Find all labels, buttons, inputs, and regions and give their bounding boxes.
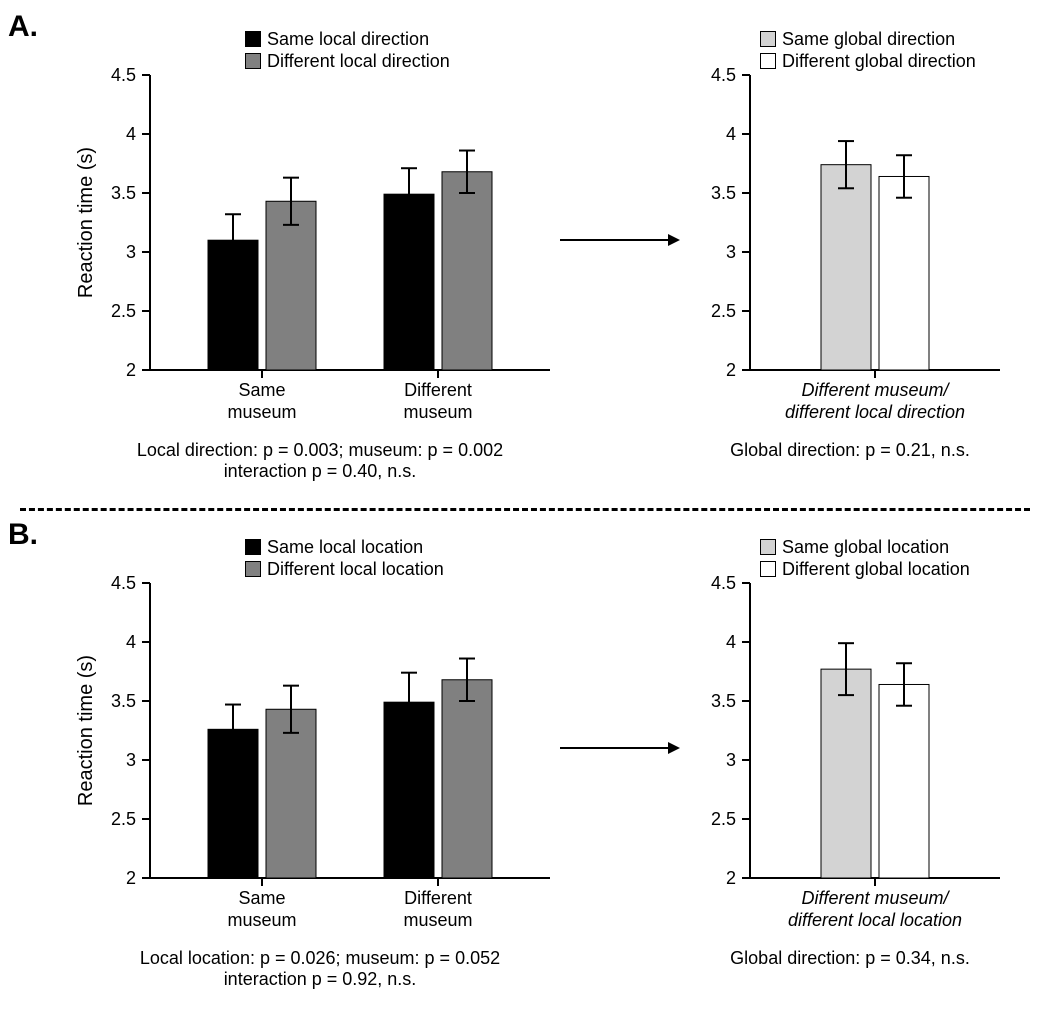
legend-swatch bbox=[245, 53, 261, 69]
legend-swatch bbox=[245, 539, 261, 555]
svg-text:4: 4 bbox=[726, 632, 736, 652]
svg-text:4.5: 4.5 bbox=[711, 65, 736, 85]
caption-text: Local location: p = 0.026; museum: p = 0… bbox=[60, 948, 580, 969]
svg-text:2.5: 2.5 bbox=[711, 809, 736, 829]
legend-swatch bbox=[760, 31, 776, 47]
panel-b-left-caption: Local location: p = 0.026; museum: p = 0… bbox=[60, 948, 580, 990]
legend-label: Same local location bbox=[267, 536, 423, 558]
svg-text:2: 2 bbox=[726, 360, 736, 380]
svg-text:3: 3 bbox=[126, 750, 136, 770]
svg-text:4: 4 bbox=[126, 124, 136, 144]
panel-b-arrow bbox=[560, 738, 680, 763]
svg-text:museum: museum bbox=[403, 910, 472, 930]
panel-a-right-chart: 2 2.5 3 3.5 4 4.5 Different museum/different l… bbox=[680, 20, 1020, 430]
caption-text: Global direction: p = 0.21, n.s. bbox=[680, 440, 1020, 461]
legend-swatch bbox=[245, 31, 261, 47]
legend-item: Different local direction bbox=[245, 50, 450, 72]
svg-text:2: 2 bbox=[126, 360, 136, 380]
svg-text:3.5: 3.5 bbox=[711, 183, 736, 203]
caption-text: Global direction: p = 0.34, n.s. bbox=[680, 948, 1020, 969]
legend-item: Same local direction bbox=[245, 28, 450, 50]
panel-b-right-chart: 2 2.5 3 3.5 4 4.5 Different museum/different l… bbox=[680, 528, 1020, 938]
svg-text:2: 2 bbox=[726, 868, 736, 888]
legend-label: Same global direction bbox=[782, 28, 955, 50]
svg-text:4.5: 4.5 bbox=[111, 65, 136, 85]
panel-b-left-legend: Same local locationDifferent local locat… bbox=[245, 536, 444, 580]
panel-a-label: A. bbox=[8, 10, 38, 44]
svg-text:museum: museum bbox=[403, 402, 472, 422]
legend-label: Different local location bbox=[267, 558, 444, 580]
svg-text:2.5: 2.5 bbox=[111, 301, 136, 321]
svg-text:3.5: 3.5 bbox=[111, 183, 136, 203]
svg-text:Reaction time (s): Reaction time (s) bbox=[75, 147, 97, 298]
svg-text:4: 4 bbox=[726, 124, 736, 144]
legend-item: Different global direction bbox=[760, 50, 976, 72]
legend-item: Different local location bbox=[245, 558, 444, 580]
panel-a-left-chart: 22.533.544.5Reaction time (s)SamemuseumD… bbox=[60, 20, 580, 430]
figure: A. 22.533.544.5Reaction time (s)Samemuse… bbox=[0, 0, 1050, 1012]
svg-text:2.5: 2.5 bbox=[111, 809, 136, 829]
svg-text:Same: Same bbox=[238, 888, 285, 908]
legend-label: Different local direction bbox=[267, 50, 450, 72]
svg-text:4: 4 bbox=[126, 632, 136, 652]
svg-text:Different: Different bbox=[404, 380, 472, 400]
panel-a-left-legend: Same local directionDifferent local dire… bbox=[245, 28, 450, 72]
legend-item: Same global direction bbox=[760, 28, 976, 50]
svg-text:3.5: 3.5 bbox=[111, 691, 136, 711]
panel-b-label: B. bbox=[8, 518, 38, 552]
panel-a-right-legend: Same global directionDifferent global di… bbox=[760, 28, 976, 72]
svg-text:2.5: 2.5 bbox=[711, 301, 736, 321]
panel-divider bbox=[20, 508, 1030, 511]
svg-text:different local direction: different local direction bbox=[785, 402, 965, 422]
legend-item: Same global location bbox=[760, 536, 970, 558]
svg-text:Different museum/: Different museum/ bbox=[801, 380, 950, 400]
panel-a-right-caption: Global direction: p = 0.21, n.s. bbox=[680, 440, 1020, 461]
svg-text:Different museum/: Different museum/ bbox=[801, 888, 950, 908]
svg-text:museum: museum bbox=[227, 402, 296, 422]
svg-text:4.5: 4.5 bbox=[711, 573, 736, 593]
legend-swatch bbox=[760, 53, 776, 69]
caption-text: interaction p = 0.40, n.s. bbox=[60, 461, 580, 482]
panel-a-left-caption: Local direction: p = 0.003; museum: p = … bbox=[60, 440, 580, 482]
legend-item: Different global location bbox=[760, 558, 970, 580]
svg-text:3: 3 bbox=[126, 242, 136, 262]
svg-text:3: 3 bbox=[726, 242, 736, 262]
legend-label: Different global direction bbox=[782, 50, 976, 72]
legend-label: Same local direction bbox=[267, 28, 429, 50]
svg-text:Different: Different bbox=[404, 888, 472, 908]
legend-swatch bbox=[760, 561, 776, 577]
svg-text:2: 2 bbox=[126, 868, 136, 888]
svg-text:4.5: 4.5 bbox=[111, 573, 136, 593]
svg-text:different local location: different local location bbox=[788, 910, 962, 930]
panel-b-right-legend: Same global locationDifferent global loc… bbox=[760, 536, 970, 580]
legend-label: Different global location bbox=[782, 558, 970, 580]
panel-b-right-caption: Global direction: p = 0.34, n.s. bbox=[680, 948, 1020, 969]
legend-item: Same local location bbox=[245, 536, 444, 558]
panel-b-left-chart: 22.533.544.5Reaction time (s)SamemuseumD… bbox=[60, 528, 580, 938]
svg-text:3.5: 3.5 bbox=[711, 691, 736, 711]
svg-text:Same: Same bbox=[238, 380, 285, 400]
panel-a-arrow bbox=[560, 230, 680, 255]
caption-text: interaction p = 0.92, n.s. bbox=[60, 969, 580, 990]
legend-swatch bbox=[245, 561, 261, 577]
legend-swatch bbox=[760, 539, 776, 555]
caption-text: Local direction: p = 0.003; museum: p = … bbox=[60, 440, 580, 461]
svg-text:3: 3 bbox=[726, 750, 736, 770]
legend-label: Same global location bbox=[782, 536, 949, 558]
svg-text:museum: museum bbox=[227, 910, 296, 930]
svg-text:Reaction time (s): Reaction time (s) bbox=[75, 655, 97, 806]
